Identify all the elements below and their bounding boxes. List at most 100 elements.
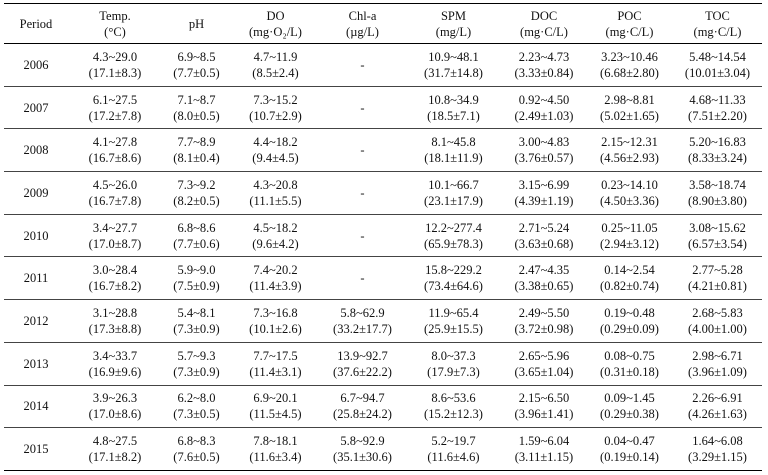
table-cell: 0.92~4.50 (2.49±1.03) [502,86,586,129]
table-cell: 0.09~1.45 (0.29±0.38) [586,385,673,428]
cell-range: - [360,185,365,200]
cell-range: 7.3~15.2 [253,92,298,107]
table-row: 2015 4.8~27.5 (17.1±8.2) 6.8~8.3 (7.6±0.5) 7.… [4,428,762,471]
table-cell: 4.68~11.33 (7.51±2.20) [673,86,762,129]
table-cell: 7.3~15.2 (10.7±2.9) [231,86,320,129]
table-cell: 10.1~66.7 (23.1±17.9) [405,172,502,215]
cell-range: 8.0~37.3 [431,348,476,363]
cell-mean-sd: (4.26±1.63) [688,407,747,422]
cell-range: 5.4~8.1 [177,305,216,320]
cell-mean-sd: (18.1±11.9) [424,151,483,166]
cell-range: 7.3~9.2 [177,177,216,192]
cell-mean-sd: (17.3±8.8) [88,321,142,336]
cell-mean-sd: (11.4±3.1) [249,364,302,379]
column-header: Period [4,4,68,44]
period-cell: 2011 [23,271,49,286]
cell-mean-sd: (17.2±7.8) [88,108,142,123]
table-cell: 10.8~34.9 (18.5±7.1) [405,86,502,129]
cell-range: 3.4~27.7 [92,220,138,235]
cell-range: 3.08~15.62 [689,220,746,235]
cell-mean-sd: (8.2±0.5) [173,193,220,208]
cell-range: 5.8~92.9 [340,434,385,449]
table-cell: 4.5~26.0 (16.7±7.8) [68,172,162,215]
column-header: Chl-a (µg/L) [320,4,405,44]
cell-range: 6.8~8.3 [177,434,216,449]
cell-mean-sd: (6.57±3.54) [688,236,747,251]
table-cell: 4.3~29.0 (17.1±8.3) [68,44,162,87]
cell-mean-sd: (10.1±2.6) [249,321,302,336]
table-cell: 6.9~8.5 (7.7±0.5) [162,44,231,87]
cell-range: 2.47~4.35 [518,263,570,278]
cell-range: 6.1~27.5 [92,92,138,107]
table-cell: 15.8~229.2 (73.4±64.6) [405,257,502,300]
table-cell: 3.4~33.7 (16.9±9.6) [68,342,162,385]
cell-range: 2.15~12.31 [601,135,658,150]
cell-range: 7.7~17.5 [253,348,298,363]
table-cell: 5.48~14.54 (10.01±3.04) [673,44,762,87]
cell-mean-sd: (6.68±2.80) [600,65,659,80]
cell-mean-sd: (3.38±0.65) [514,279,574,294]
cell-range: - [360,271,365,286]
table-row: 2010 3.4~27.7 (17.0±8.7) 6.8~8.6 (7.7±0.6) 4.… [4,214,762,257]
cell-mean-sd: (9.6±4.2) [252,236,299,251]
cell-range: 15.8~229.2 [425,263,482,278]
cell-range: 6.7~94.7 [340,391,385,406]
cell-range: 0.25~11.05 [601,220,658,235]
cell-range: 2.98~6.71 [692,348,743,363]
table-cell: 4.8~27.5 (17.1±8.2) [68,428,162,471]
table-cell: 8.6~53.6 (15.2±12.3) [405,385,502,428]
cell-range: 7.8~18.1 [253,434,298,449]
table-cell: 6.7~94.7 (25.8±24.2) [320,385,405,428]
cell-range: 0.14~2.54 [604,263,655,278]
cell-mean-sd: (16.7±7.8) [88,193,142,208]
table-cell: - [320,44,405,87]
table-cell: 7.7~8.9 (8.1±0.4) [162,129,231,172]
cell-mean-sd: (0.31±0.18) [600,364,659,379]
period-cell: 2008 [23,143,49,158]
table-cell: 3.15~6.99 (4.39±1.19) [502,172,586,215]
cell-mean-sd: (17.0±8.7) [88,236,142,251]
table-cell: 5.7~9.3 (7.3±0.9) [162,342,231,385]
cell-range: - [360,100,365,115]
cell-mean-sd: (10.7±2.9) [249,108,302,123]
cell-mean-sd: (11.5±4.5) [249,407,302,422]
cell-mean-sd: (4.50±3.36) [600,193,659,208]
table-cell: 6.8~8.6 (7.7±0.6) [162,214,231,257]
table-cell: 8.1~45.8 (18.1±11.9) [405,129,502,172]
cell-range: 5.48~14.54 [689,49,746,64]
cell-range: 0.92~4.50 [518,92,570,107]
cell-range: 2.49~5.50 [518,305,570,320]
cell-mean-sd: (11.6±4.6) [427,450,480,465]
period-cell: 2009 [23,185,49,200]
table-cell: 2.68~5.83 (4.00±1.00) [673,300,762,343]
table-cell: 5.9~9.0 (7.5±0.9) [162,257,231,300]
table-row: 2008 4.1~27.8 (16.7±8.6) 7.7~8.9 (8.1±0.4) 4.… [4,129,762,172]
column-header-label: pH [188,16,205,31]
cell-mean-sd: (37.6±22.2) [333,364,392,379]
cell-mean-sd: (17.1±8.2) [88,450,142,465]
cell-range: 3.0~28.4 [92,263,138,278]
cell-mean-sd: (9.4±4.5) [252,151,299,166]
table-cell: 7.4~20.2 (11.4±3.9) [231,257,320,300]
table-cell: 2.49~5.50 (3.72±0.98) [502,300,586,343]
cell-range: 6.9~8.5 [177,49,216,64]
column-header-unit: (mg·C/L) [605,24,654,39]
column-header-unit: (mg/L) [435,24,472,39]
cell-range: 8.6~53.6 [431,391,476,406]
cell-range: 2.15~6.50 [518,391,570,406]
cell-mean-sd: (3.33±0.84) [514,65,574,80]
cell-mean-sd: (8.0±0.5) [173,108,220,123]
cell-mean-sd: (8.90±3.80) [688,193,747,208]
table-cell: - [320,129,405,172]
table-cell: 2.71~5.24 (3.63±0.68) [502,214,586,257]
table-row: 2011 3.0~28.4 (16.7±8.2) 5.9~9.0 (7.5±0.9) 7.… [4,257,762,300]
table-cell: 2.15~12.31 (4.56±2.93) [586,129,673,172]
table-row: 2014 3.9~26.3 (17.0±8.6) 6.2~8.0 (7.3±0.5) 6.… [4,385,762,428]
table-cell: 0.08~0.75 (0.31±0.18) [586,342,673,385]
cell-mean-sd: (25.8±24.2) [333,407,392,422]
cell-mean-sd: (25.9±15.5) [424,321,483,336]
column-header-unit: (mg·O₂/L) [249,24,302,39]
cell-range: 3.00~4.83 [518,135,570,150]
cell-mean-sd: (35.1±30.6) [333,450,392,465]
table-cell: 0.19~0.48 (0.29±0.09) [586,300,673,343]
